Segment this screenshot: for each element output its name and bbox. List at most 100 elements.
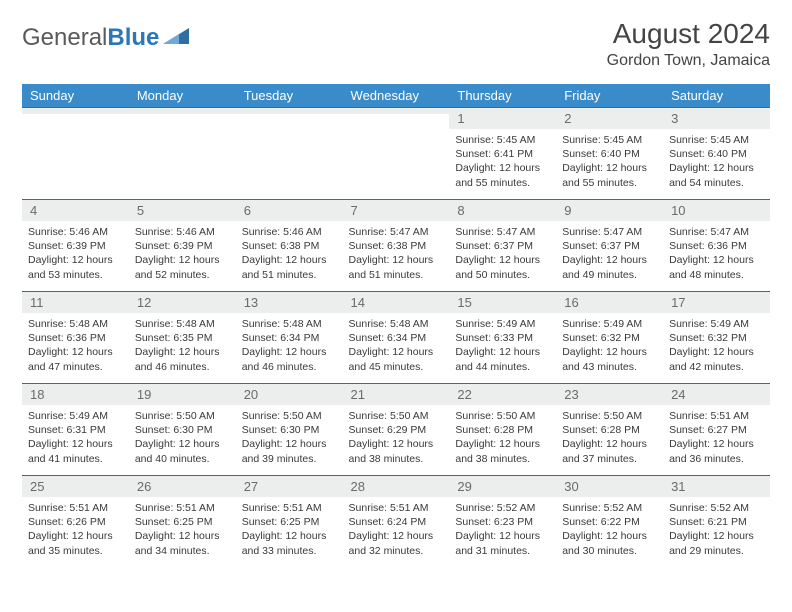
day-details: Sunrise: 5:52 AMSunset: 6:22 PMDaylight:… xyxy=(556,497,663,562)
weekday-header: Saturday xyxy=(663,84,770,108)
day-number: 4 xyxy=(22,200,129,221)
day-daylight: Daylight: 12 hours and 45 minutes. xyxy=(349,345,444,373)
day-details: Sunrise: 5:49 AMSunset: 6:32 PMDaylight:… xyxy=(663,313,770,378)
day-sunset: Sunset: 6:33 PM xyxy=(455,331,550,345)
day-details: Sunrise: 5:51 AMSunset: 6:26 PMDaylight:… xyxy=(22,497,129,562)
day-sunrise: Sunrise: 5:51 AM xyxy=(242,501,337,515)
calendar-day-cell: 23Sunrise: 5:50 AMSunset: 6:28 PMDayligh… xyxy=(556,384,663,476)
calendar-header-row: SundayMondayTuesdayWednesdayThursdayFrid… xyxy=(22,84,770,108)
day-sunrise: Sunrise: 5:46 AM xyxy=(242,225,337,239)
day-details: Sunrise: 5:49 AMSunset: 6:33 PMDaylight:… xyxy=(449,313,556,378)
day-sunset: Sunset: 6:39 PM xyxy=(135,239,230,253)
day-sunset: Sunset: 6:36 PM xyxy=(28,331,123,345)
day-sunrise: Sunrise: 5:51 AM xyxy=(135,501,230,515)
day-sunset: Sunset: 6:38 PM xyxy=(242,239,337,253)
logo-word1: General xyxy=(22,24,107,51)
day-sunrise: Sunrise: 5:50 AM xyxy=(242,409,337,423)
day-sunrise: Sunrise: 5:50 AM xyxy=(349,409,444,423)
day-details: Sunrise: 5:51 AMSunset: 6:24 PMDaylight:… xyxy=(343,497,450,562)
day-daylight: Daylight: 12 hours and 32 minutes. xyxy=(349,529,444,557)
day-number: 8 xyxy=(449,200,556,221)
calendar-day-cell: 12Sunrise: 5:48 AMSunset: 6:35 PMDayligh… xyxy=(129,292,236,384)
day-sunset: Sunset: 6:24 PM xyxy=(349,515,444,529)
day-details: Sunrise: 5:49 AMSunset: 6:32 PMDaylight:… xyxy=(556,313,663,378)
day-number xyxy=(236,108,343,114)
calendar-day-cell: 26Sunrise: 5:51 AMSunset: 6:25 PMDayligh… xyxy=(129,476,236,568)
day-number: 18 xyxy=(22,384,129,405)
calendar-week-row: 11Sunrise: 5:48 AMSunset: 6:36 PMDayligh… xyxy=(22,292,770,384)
day-number xyxy=(129,108,236,114)
day-details: Sunrise: 5:49 AMSunset: 6:31 PMDaylight:… xyxy=(22,405,129,470)
day-daylight: Daylight: 12 hours and 46 minutes. xyxy=(135,345,230,373)
day-sunset: Sunset: 6:22 PM xyxy=(562,515,657,529)
day-number: 20 xyxy=(236,384,343,405)
day-number: 21 xyxy=(343,384,450,405)
day-details: Sunrise: 5:50 AMSunset: 6:29 PMDaylight:… xyxy=(343,405,450,470)
calendar-week-row: 1Sunrise: 5:45 AMSunset: 6:41 PMDaylight… xyxy=(22,108,770,200)
day-details: Sunrise: 5:46 AMSunset: 6:38 PMDaylight:… xyxy=(236,221,343,286)
day-sunset: Sunset: 6:31 PM xyxy=(28,423,123,437)
day-details: Sunrise: 5:50 AMSunset: 6:28 PMDaylight:… xyxy=(449,405,556,470)
day-daylight: Daylight: 12 hours and 30 minutes. xyxy=(562,529,657,557)
day-number: 3 xyxy=(663,108,770,129)
calendar-day-cell: 17Sunrise: 5:49 AMSunset: 6:32 PMDayligh… xyxy=(663,292,770,384)
day-number: 22 xyxy=(449,384,556,405)
day-sunset: Sunset: 6:23 PM xyxy=(455,515,550,529)
weekday-header: Thursday xyxy=(449,84,556,108)
day-daylight: Daylight: 12 hours and 40 minutes. xyxy=(135,437,230,465)
day-number: 24 xyxy=(663,384,770,405)
day-daylight: Daylight: 12 hours and 49 minutes. xyxy=(562,253,657,281)
calendar-day-cell: 8Sunrise: 5:47 AMSunset: 6:37 PMDaylight… xyxy=(449,200,556,292)
day-number: 13 xyxy=(236,292,343,313)
day-sunrise: Sunrise: 5:49 AM xyxy=(669,317,764,331)
day-number: 10 xyxy=(663,200,770,221)
day-details: Sunrise: 5:48 AMSunset: 6:34 PMDaylight:… xyxy=(236,313,343,378)
day-daylight: Daylight: 12 hours and 43 minutes. xyxy=(562,345,657,373)
calendar-day-cell: 29Sunrise: 5:52 AMSunset: 6:23 PMDayligh… xyxy=(449,476,556,568)
calendar-day-cell: 20 Sunrise: 5:50 AMSunset: 6:30 PMDayligh… xyxy=(236,384,343,476)
day-sunrise: Sunrise: 5:48 AM xyxy=(349,317,444,331)
day-details: Sunrise: 5:48 AMSunset: 6:34 PMDaylight:… xyxy=(343,313,450,378)
calendar-day-cell xyxy=(236,108,343,200)
day-number: 23 xyxy=(556,384,663,405)
day-number: 15 xyxy=(449,292,556,313)
calendar-week-row: 25Sunrise: 5:51 AMSunset: 6:26 PMDayligh… xyxy=(22,476,770,568)
day-details: Sunrise: 5:47 AMSunset: 6:38 PMDaylight:… xyxy=(343,221,450,286)
day-number: 19 xyxy=(129,384,236,405)
day-details: Sunrise: 5:51 AMSunset: 6:25 PMDaylight:… xyxy=(129,497,236,562)
page-title: August 2024 xyxy=(607,18,770,50)
day-sunset: Sunset: 6:32 PM xyxy=(562,331,657,345)
day-sunset: Sunset: 6:40 PM xyxy=(669,147,764,161)
weekday-header: Sunday xyxy=(22,84,129,108)
calendar-day-cell: 4Sunrise: 5:46 AMSunset: 6:39 PMDaylight… xyxy=(22,200,129,292)
day-sunrise: Sunrise: 5:50 AM xyxy=(135,409,230,423)
day-sunrise: Sunrise: 5:48 AM xyxy=(135,317,230,331)
day-number: 9 xyxy=(556,200,663,221)
day-number: 30 xyxy=(556,476,663,497)
weekday-header: Monday xyxy=(129,84,236,108)
day-details: Sunrise: 5:48 AMSunset: 6:36 PMDaylight:… xyxy=(22,313,129,378)
day-sunrise: Sunrise: 5:47 AM xyxy=(562,225,657,239)
day-number: 1 xyxy=(449,108,556,129)
day-sunrise: Sunrise: 5:52 AM xyxy=(455,501,550,515)
day-sunset: Sunset: 6:21 PM xyxy=(669,515,764,529)
calendar-day-cell: 7Sunrise: 5:47 AMSunset: 6:38 PMDaylight… xyxy=(343,200,450,292)
day-sunrise: Sunrise: 5:45 AM xyxy=(562,133,657,147)
day-sunrise: Sunrise: 5:50 AM xyxy=(455,409,550,423)
day-sunrise: Sunrise: 5:46 AM xyxy=(135,225,230,239)
day-daylight: Daylight: 12 hours and 44 minutes. xyxy=(455,345,550,373)
day-sunset: Sunset: 6:37 PM xyxy=(562,239,657,253)
day-sunset: Sunset: 6:30 PM xyxy=(242,423,337,437)
calendar-day-cell xyxy=(22,108,129,200)
day-details: Sunrise: 5:47 AMSunset: 6:37 PMDaylight:… xyxy=(449,221,556,286)
logo-mark-icon xyxy=(163,26,189,51)
calendar-day-cell: 28Sunrise: 5:51 AMSunset: 6:24 PMDayligh… xyxy=(343,476,450,568)
day-daylight: Daylight: 12 hours and 48 minutes. xyxy=(669,253,764,281)
day-number xyxy=(22,108,129,114)
calendar-day-cell xyxy=(129,108,236,200)
calendar-day-cell: 21Sunrise: 5:50 AMSunset: 6:29 PMDayligh… xyxy=(343,384,450,476)
day-sunset: Sunset: 6:36 PM xyxy=(669,239,764,253)
day-sunset: Sunset: 6:26 PM xyxy=(28,515,123,529)
day-sunset: Sunset: 6:29 PM xyxy=(349,423,444,437)
day-daylight: Daylight: 12 hours and 39 minutes. xyxy=(242,437,337,465)
